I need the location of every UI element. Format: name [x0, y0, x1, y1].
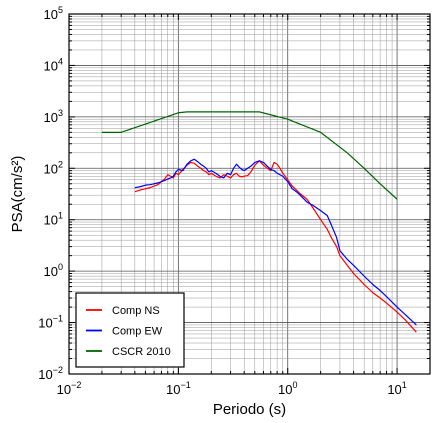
y-tick-label-exponent: −2	[53, 365, 63, 375]
x-tick-label-exponent: −2	[71, 380, 81, 390]
legend: Comp NS Comp EW CSCR 2010	[75, 292, 185, 368]
x-tick-label-base: 10	[278, 382, 292, 397]
y-tick-label-base: 10	[38, 367, 52, 382]
legend-label: Comp EW	[112, 326, 163, 338]
y-tick-label-base: 10	[44, 58, 58, 73]
x-tick-label-base: 10	[57, 382, 71, 397]
y-tick-label-base: 10	[44, 7, 58, 22]
y-tick-label-base: 10	[44, 264, 58, 279]
x-axis-title: Periodo (s)	[213, 401, 286, 418]
y-tick-label: 10−1	[38, 314, 63, 331]
y-tick-label: 104	[44, 56, 63, 73]
x-tick-label: 10−1	[166, 380, 191, 397]
x-tick-label-exponent: 1	[402, 380, 407, 390]
plot-frame	[68, 13, 431, 375]
y-tick-label-exponent: 2	[58, 159, 63, 169]
y-tick-label: 102	[44, 159, 63, 176]
y-tick-label-base: 10	[44, 161, 58, 176]
y-tick-label-exponent: 4	[58, 56, 63, 66]
y-tick-label: 10−2	[38, 365, 63, 382]
x-tick-label-base: 10	[387, 382, 401, 397]
y-tick-label-base: 10	[44, 110, 58, 125]
x-tick-label-exponent: 0	[292, 380, 297, 390]
y-tick-label-base: 10	[38, 316, 52, 331]
series-line-comp-ew	[134, 158, 417, 326]
legend-label: Comp NS	[112, 305, 160, 317]
series-layer	[101, 111, 417, 333]
y-tick-label-exponent: 3	[58, 108, 63, 118]
y-axis-title: PSA(cm/s²)	[9, 156, 26, 233]
y-tick-label-exponent: 1	[58, 211, 63, 221]
series-line-cscr-2010	[101, 111, 398, 200]
x-tick-label: 100	[278, 380, 297, 397]
x-tick-label: 101	[387, 380, 406, 397]
y-tick-label: 101	[44, 211, 63, 228]
x-tick-label-exponent: −1	[180, 380, 190, 390]
y-tick-label-exponent: −1	[53, 314, 63, 324]
y-tick-label: 103	[44, 108, 63, 125]
ticks	[68, 13, 431, 375]
y-tick-label: 100	[44, 262, 63, 279]
series-line-comp-ns	[134, 160, 417, 333]
grid	[68, 13, 431, 375]
y-tick-label-exponent: 5	[58, 5, 63, 15]
x-tick-label-base: 10	[166, 382, 180, 397]
y-tick-label-exponent: 0	[58, 262, 63, 272]
legend-label: CSCR 2010	[112, 346, 171, 358]
x-tick-label: 10−2	[57, 380, 82, 397]
y-tick-label-base: 10	[44, 213, 58, 228]
y-tick-label: 105	[44, 5, 63, 22]
